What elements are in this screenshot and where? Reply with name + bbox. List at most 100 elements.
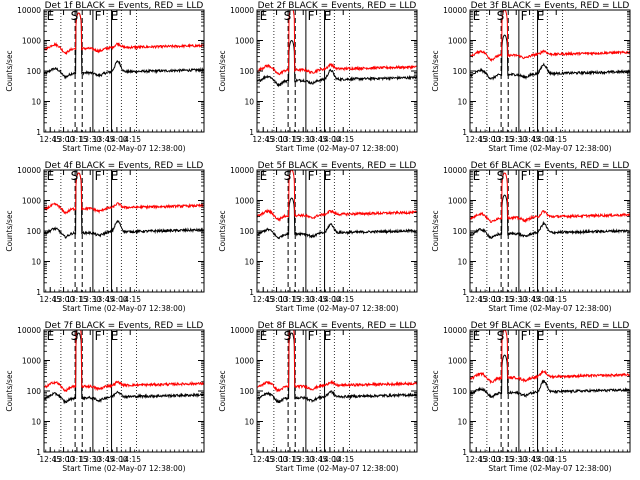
x-tick-label: 13:15 [279,455,301,464]
series-line-lld [44,330,204,393]
y-tick-label: 1000 [448,357,467,366]
region-letter-f: F [521,9,528,23]
region-letter-s: S [71,169,79,183]
x-tick-label: 13:15 [279,295,301,304]
y-tick-label: 100 [240,227,255,236]
y-axis-label: Counts/sec [218,370,227,411]
x-axis-label: Start Time (02-May-07 12:38:00) [488,144,611,153]
y-tick-label: 1000 [235,357,254,366]
plot-frame [256,329,418,453]
x-tick-label: 14:15 [119,135,141,144]
x-tick-label: 14:00 [319,135,341,144]
x-tick-label: 14:00 [532,455,554,464]
panel-title: Det 5f BLACK = Events, RED = LLD [258,161,417,171]
series-line-lld [44,172,204,215]
region-letter-f: F [308,329,315,343]
plot-frame [469,9,631,133]
x-tick-label: 13:30 [292,135,314,144]
y-tick-label: 1000 [448,37,467,46]
y-tick-label: 1 [249,448,254,457]
y-tick-label: 100 [27,227,42,236]
x-tick-label: 12:45 [252,455,274,464]
plot-frame [43,329,205,453]
region-letter-e: E [47,9,55,23]
x-axis-label: Start Time (02-May-07 12:38:00) [275,304,398,313]
y-axis-label: Counts/sec [5,370,14,411]
x-tick-label: 13:30 [79,135,101,144]
series-line-events [257,332,417,404]
region-letter-f: F [521,329,528,343]
y-tick-label: 1 [36,448,41,457]
y-tick-label: 1000 [235,197,254,206]
region-letter-s: S [284,329,292,343]
y-axis-label: Counts/sec [5,210,14,251]
x-axis-label: Start Time (02-May-07 12:38:00) [62,304,185,313]
x-tick-label: 14:00 [319,455,341,464]
y-axis-label: Counts/sec [218,50,227,91]
y-tick-label: 100 [27,67,42,76]
x-axis-label: Start Time (02-May-07 12:38:00) [488,304,611,313]
y-tick-label: 1000 [22,37,41,46]
x-tick-label: 13:45 [93,135,115,144]
x-tick-label: 14:15 [545,455,567,464]
x-tick-label: 13:30 [505,135,527,144]
panel-det-2f: 1 10 100 1000 10000 12:4513:0013:1513:3013:45… [218,1,418,153]
panel-title: Det 6f BLACK = Events, RED = LLD [471,161,630,171]
region-letter-e: E [324,169,332,183]
series-line-events [44,172,204,239]
x-tick-label: 13:45 [519,295,541,304]
x-tick-label: 13:00 [266,135,288,144]
x-tick-label: 14:15 [332,295,354,304]
panel-title: Det 3f BLACK = Events, RED = LLD [471,1,630,11]
y-tick-label: 10 [31,98,41,107]
y-tick-label: 10000 [443,166,467,175]
region-letter-e: E [260,169,268,183]
region-letter-s: S [71,9,79,23]
series-line-lld [470,172,630,224]
series-line-events [470,194,630,240]
region-letter-e: E [260,329,268,343]
x-tick-label: 13:45 [306,455,328,464]
region-letter-s: S [284,9,292,23]
x-tick-label: 14:15 [545,295,567,304]
region-letter-s: S [284,169,292,183]
panel-det-8f: 1 10 100 1000 10000 12:4513:0013:1513:3013:45… [218,321,418,473]
panel-det-6f: 1 10 100 1000 10000 12:4513:0013:1513:3013:45… [431,161,631,313]
x-tick-label: 12:45 [39,455,61,464]
x-tick-label: 13:15 [492,455,514,464]
x-tick-label: 12:45 [39,295,61,304]
series-line-lld [470,10,630,63]
panel-det-9f: 1 10 100 1000 10000 12:4513:0013:1513:3013:45… [431,321,631,473]
series-line-events [470,354,630,399]
y-tick-label: 1 [249,288,254,297]
y-tick-label: 1 [36,128,41,137]
series-line-events [257,39,417,88]
series-line-lld [44,12,204,56]
x-tick-label: 14:00 [532,135,554,144]
region-letter-e: E [260,9,268,23]
y-tick-label: 10000 [17,6,41,15]
region-letter-f: F [95,9,102,23]
region-letter-f: F [308,9,315,23]
y-tick-label: 1 [462,288,467,297]
region-letter-e: E [47,329,55,343]
x-tick-label: 13:30 [505,295,527,304]
region-letter-e: E [473,169,481,183]
x-tick-label: 13:45 [519,455,541,464]
region-letter-e: E [537,169,545,183]
series-line-lld [470,330,630,385]
y-tick-label: 1 [249,128,254,137]
x-tick-label: 13:30 [79,295,101,304]
x-tick-label: 13:15 [66,135,88,144]
y-tick-label: 10 [457,258,467,267]
x-tick-label: 13:15 [492,295,514,304]
region-letter-f: F [521,169,528,183]
series-line-events [44,12,204,80]
x-tick-label: 12:45 [465,295,487,304]
y-axis-label: Counts/sec [5,50,14,91]
x-tick-label: 13:45 [93,295,115,304]
y-tick-label: 100 [453,67,468,76]
y-tick-label: 10000 [443,6,467,15]
